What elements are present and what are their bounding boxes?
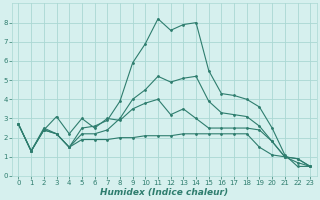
X-axis label: Humidex (Indice chaleur): Humidex (Indice chaleur) [100, 188, 228, 197]
